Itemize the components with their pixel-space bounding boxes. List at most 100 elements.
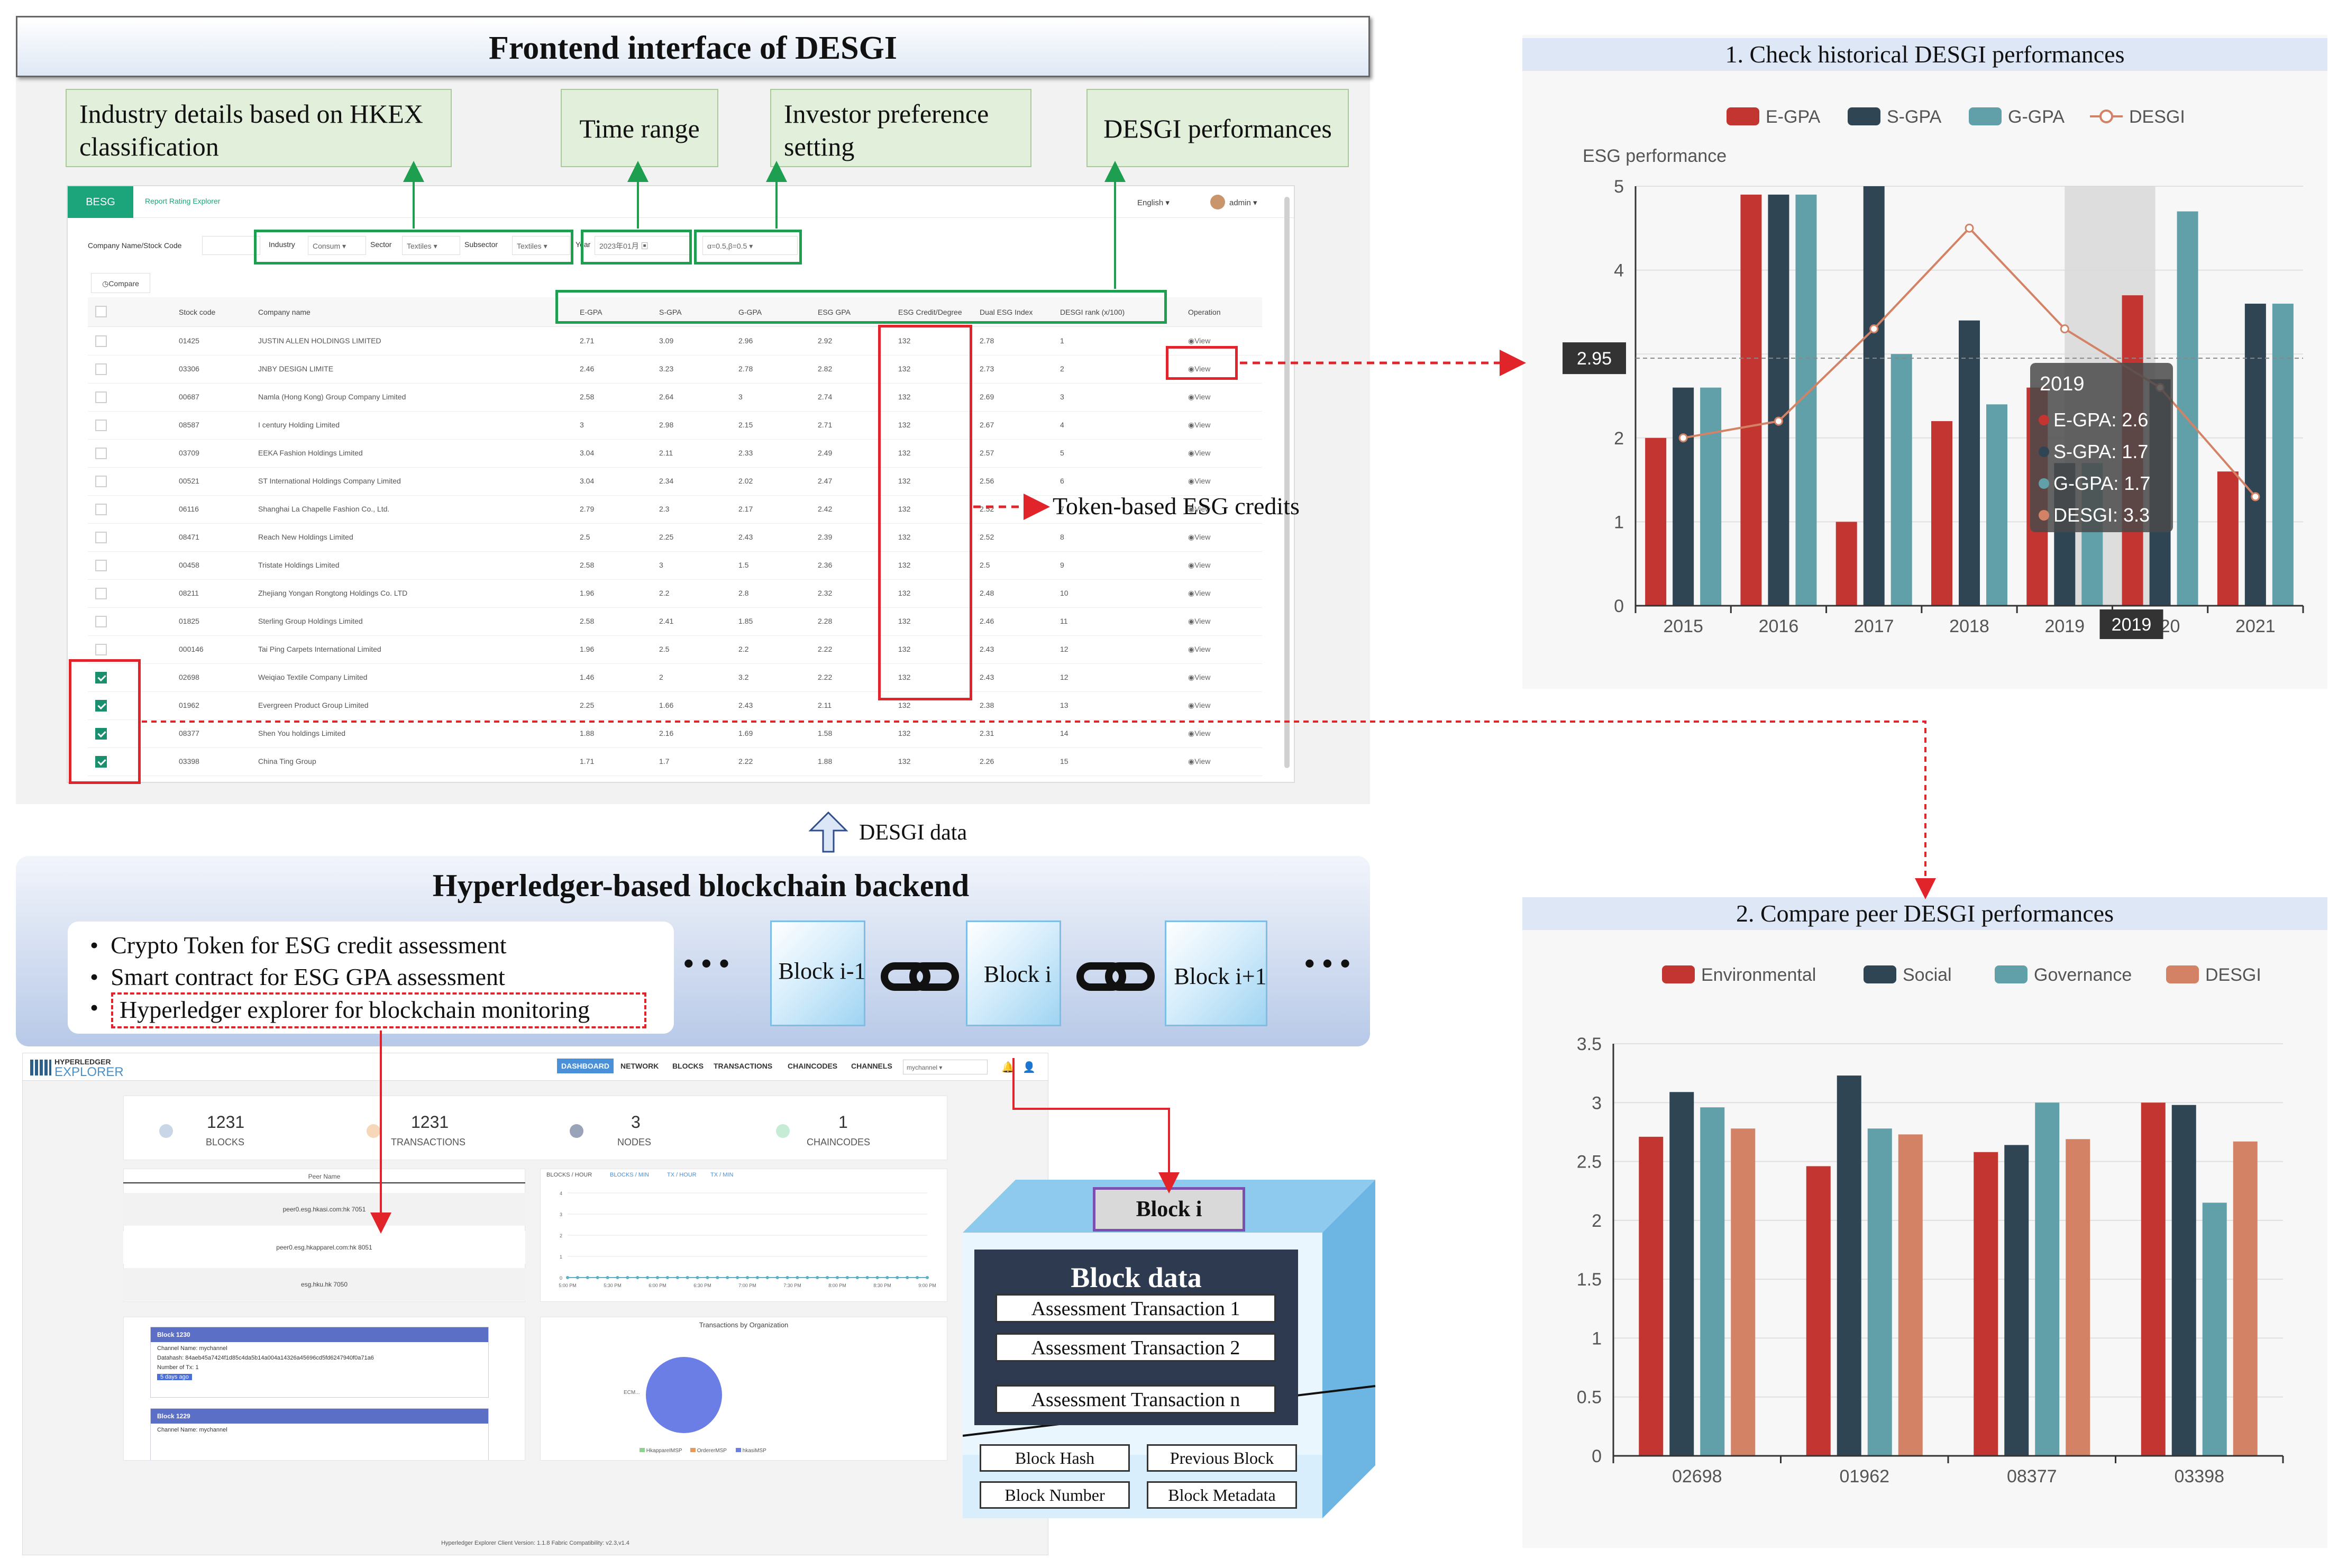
table-row[interactable]: 03709 EEKA Fashion Holdings Limited 3.04 2.… bbox=[88, 439, 1262, 468]
row-checkbox[interactable] bbox=[95, 420, 107, 431]
table-row[interactable]: 03306 JNBY DESIGN LIMITE 2.46 3.23 2.78 2.82 1… bbox=[88, 355, 1262, 384]
row-checkbox[interactable] bbox=[95, 335, 107, 347]
view-button[interactable]: ◉View bbox=[1188, 421, 1211, 429]
table-row[interactable]: 06116 Shanghai La Chapelle Fashion Co., L… bbox=[88, 495, 1262, 524]
block-metadata-field[interactable]: Block Metadata bbox=[1147, 1481, 1297, 1509]
nav-network[interactable]: NETWORK bbox=[620, 1062, 659, 1070]
table-row[interactable]: 01425 JUSTIN ALLEN HOLDINGS LIMITED 2.71 3.… bbox=[88, 327, 1262, 355]
view-button[interactable]: ◉View bbox=[1188, 645, 1211, 653]
table-row[interactable]: 08377 Shen You holdings Limited 1.88 2.16 1.… bbox=[88, 719, 1262, 748]
table-row[interactable]: 00521 ST International Holdings Company L… bbox=[88, 467, 1262, 496]
row-checkbox[interactable] bbox=[95, 728, 107, 740]
table-row[interactable]: 08587 I century Holding Limited 3 2.98 2.15 2… bbox=[88, 411, 1262, 440]
assessment-tx-n[interactable]: Assessment Transaction n bbox=[996, 1385, 1276, 1414]
block-item-1[interactable]: Block 1230 Channel Name: mychannel Datah… bbox=[150, 1327, 489, 1398]
tab-blocks-hour[interactable]: BLOCKS / HOUR bbox=[546, 1172, 592, 1178]
row-checkbox[interactable] bbox=[95, 363, 107, 375]
company-search-input[interactable] bbox=[202, 236, 260, 255]
previous-block-field[interactable]: Previous Block bbox=[1147, 1444, 1297, 1472]
row-checkbox[interactable] bbox=[95, 476, 107, 487]
view-button[interactable]: ◉View bbox=[1188, 449, 1211, 457]
timeline-point bbox=[786, 1276, 789, 1279]
stats-bar bbox=[123, 1096, 947, 1160]
row-checkbox[interactable] bbox=[95, 532, 107, 543]
view-button[interactable]: ◉View bbox=[1188, 701, 1211, 709]
cell-credit: 132 bbox=[898, 421, 911, 429]
nav-chaincodes[interactable]: CHAINCODES bbox=[788, 1062, 838, 1070]
view-label: View bbox=[1194, 449, 1211, 457]
table-row[interactable]: 00687 Namla (Hong Kong) Group Company Lim… bbox=[88, 383, 1262, 412]
row-checkbox[interactable] bbox=[95, 672, 107, 683]
view-button[interactable]: ◉View bbox=[1188, 561, 1211, 569]
subsector-select[interactable]: Textiles ▾ bbox=[512, 236, 570, 255]
user-menu[interactable]: admin ▾ bbox=[1229, 198, 1257, 207]
sector-select[interactable]: Textiles ▾ bbox=[402, 236, 460, 255]
table-row[interactable]: 000146 Tai Ping Carpets International Lim… bbox=[88, 635, 1262, 664]
bar-s-gpa-2017 bbox=[1863, 186, 1885, 606]
user-icon[interactable]: 👤 bbox=[1022, 1062, 1036, 1073]
tab-tx-min[interactable]: TX / MIN bbox=[710, 1172, 734, 1178]
block-hash-field[interactable]: Block Hash bbox=[980, 1444, 1130, 1472]
block-i-minus-1[interactable] bbox=[770, 920, 865, 1026]
table-row[interactable]: 00458 Tristate Holdings Limited 2.58 3 1.5 2.… bbox=[88, 551, 1262, 580]
timeline-x-tick: 5:30 PM bbox=[604, 1283, 622, 1288]
row-checkbox[interactable] bbox=[95, 700, 107, 712]
tab-tx-hour[interactable]: TX / HOUR bbox=[667, 1172, 697, 1178]
scrollbar[interactable] bbox=[1284, 197, 1290, 768]
stat-blocks-value: 1231 bbox=[207, 1113, 245, 1132]
view-button[interactable]: ◉View bbox=[1188, 673, 1211, 681]
view-button[interactable]: ◉View bbox=[1188, 617, 1211, 625]
cell-dual: 2.38 bbox=[980, 701, 994, 709]
row-checkbox[interactable] bbox=[95, 588, 107, 599]
row-checkbox[interactable] bbox=[95, 560, 107, 571]
row-checkbox[interactable] bbox=[95, 504, 107, 515]
language-select[interactable]: English ▾ bbox=[1137, 198, 1170, 207]
table-row[interactable]: 03398 China Ting Group 1.71 1.7 2.22 1.88 132 2… bbox=[88, 747, 1262, 776]
row-checkbox[interactable] bbox=[95, 616, 107, 627]
bar-environmental-08377 bbox=[1974, 1152, 1998, 1456]
nav-channels[interactable]: CHANNELS bbox=[851, 1062, 892, 1070]
bell-icon[interactable]: 🔔 bbox=[1001, 1062, 1015, 1073]
block-number-field[interactable]: Block Number bbox=[980, 1481, 1130, 1509]
view-button[interactable]: ◉View bbox=[1188, 505, 1211, 513]
channel-select[interactable]: mychannel ▾ bbox=[903, 1060, 988, 1074]
nav-blocks[interactable]: BLOCKS bbox=[672, 1062, 704, 1070]
tab-blocks-min[interactable]: BLOCKS / MIN bbox=[610, 1172, 649, 1178]
table-row[interactable]: 01825 Sterling Group Holdings Limited 2.58… bbox=[88, 607, 1262, 636]
industry-select[interactable]: Consum ▾ bbox=[308, 236, 366, 255]
view-button[interactable]: ◉View bbox=[1188, 477, 1211, 485]
user-avatar[interactable] bbox=[1210, 195, 1225, 209]
view-button[interactable]: ◉View bbox=[1188, 729, 1211, 737]
row-checkbox[interactable] bbox=[95, 448, 107, 459]
block-i-plus-1[interactable] bbox=[1165, 920, 1267, 1026]
nav-transactions[interactable]: TRANSACTIONS bbox=[714, 1062, 773, 1070]
view-button[interactable]: ◉View bbox=[1188, 757, 1211, 765]
nav-report-rating[interactable]: Report Rating Explorer bbox=[145, 197, 221, 205]
row-checkbox[interactable] bbox=[95, 644, 107, 655]
view-button[interactable]: ◉View bbox=[1188, 393, 1211, 401]
app-logo[interactable]: BESG bbox=[68, 186, 133, 218]
assessment-tx-1[interactable]: Assessment Transaction 1 bbox=[996, 1294, 1276, 1323]
legend-label-desgi: DESGI bbox=[2205, 965, 2261, 985]
y-tick-label: 1 bbox=[1614, 512, 1624, 532]
weights-select[interactable]: α=0.5,β=0.5 ▾ bbox=[702, 236, 798, 255]
assessment-tx-2[interactable]: Assessment Transaction 2 bbox=[996, 1333, 1276, 1362]
view-button[interactable]: ◉View bbox=[1188, 589, 1211, 597]
cell-rank: 5 bbox=[1060, 449, 1064, 457]
row-checkbox[interactable] bbox=[95, 756, 107, 768]
table-row[interactable]: 01962 Evergreen Product Group Limited 2.25… bbox=[88, 691, 1262, 720]
block-item-2[interactable]: Block 1229 Channel Name: mychannel bbox=[150, 1408, 489, 1460]
view-button[interactable]: ◉View bbox=[1188, 336, 1211, 345]
block-i[interactable] bbox=[966, 920, 1061, 1026]
legend-swatch-desgi bbox=[2166, 965, 2199, 983]
table-row[interactable]: 08211 Zhejiang Yongan Rongtong Holdings C… bbox=[88, 579, 1262, 608]
compare-button[interactable]: ◷Compare bbox=[91, 273, 150, 293]
table-row[interactable]: 08471 Reach New Holdings Limited 2.5 2.25 2.… bbox=[88, 523, 1262, 552]
view-button[interactable]: ◉View bbox=[1188, 533, 1211, 541]
select-all-checkbox[interactable] bbox=[95, 306, 107, 317]
row-checkbox[interactable] bbox=[95, 391, 107, 403]
nav-dashboard[interactable]: DASHBOARD bbox=[557, 1059, 614, 1073]
view-button[interactable]: ◉View bbox=[1188, 364, 1211, 373]
table-row[interactable]: 02698 Weiqiao Textile Company Limited 1.46… bbox=[88, 663, 1262, 692]
cell-g: 2.02 bbox=[738, 477, 753, 485]
